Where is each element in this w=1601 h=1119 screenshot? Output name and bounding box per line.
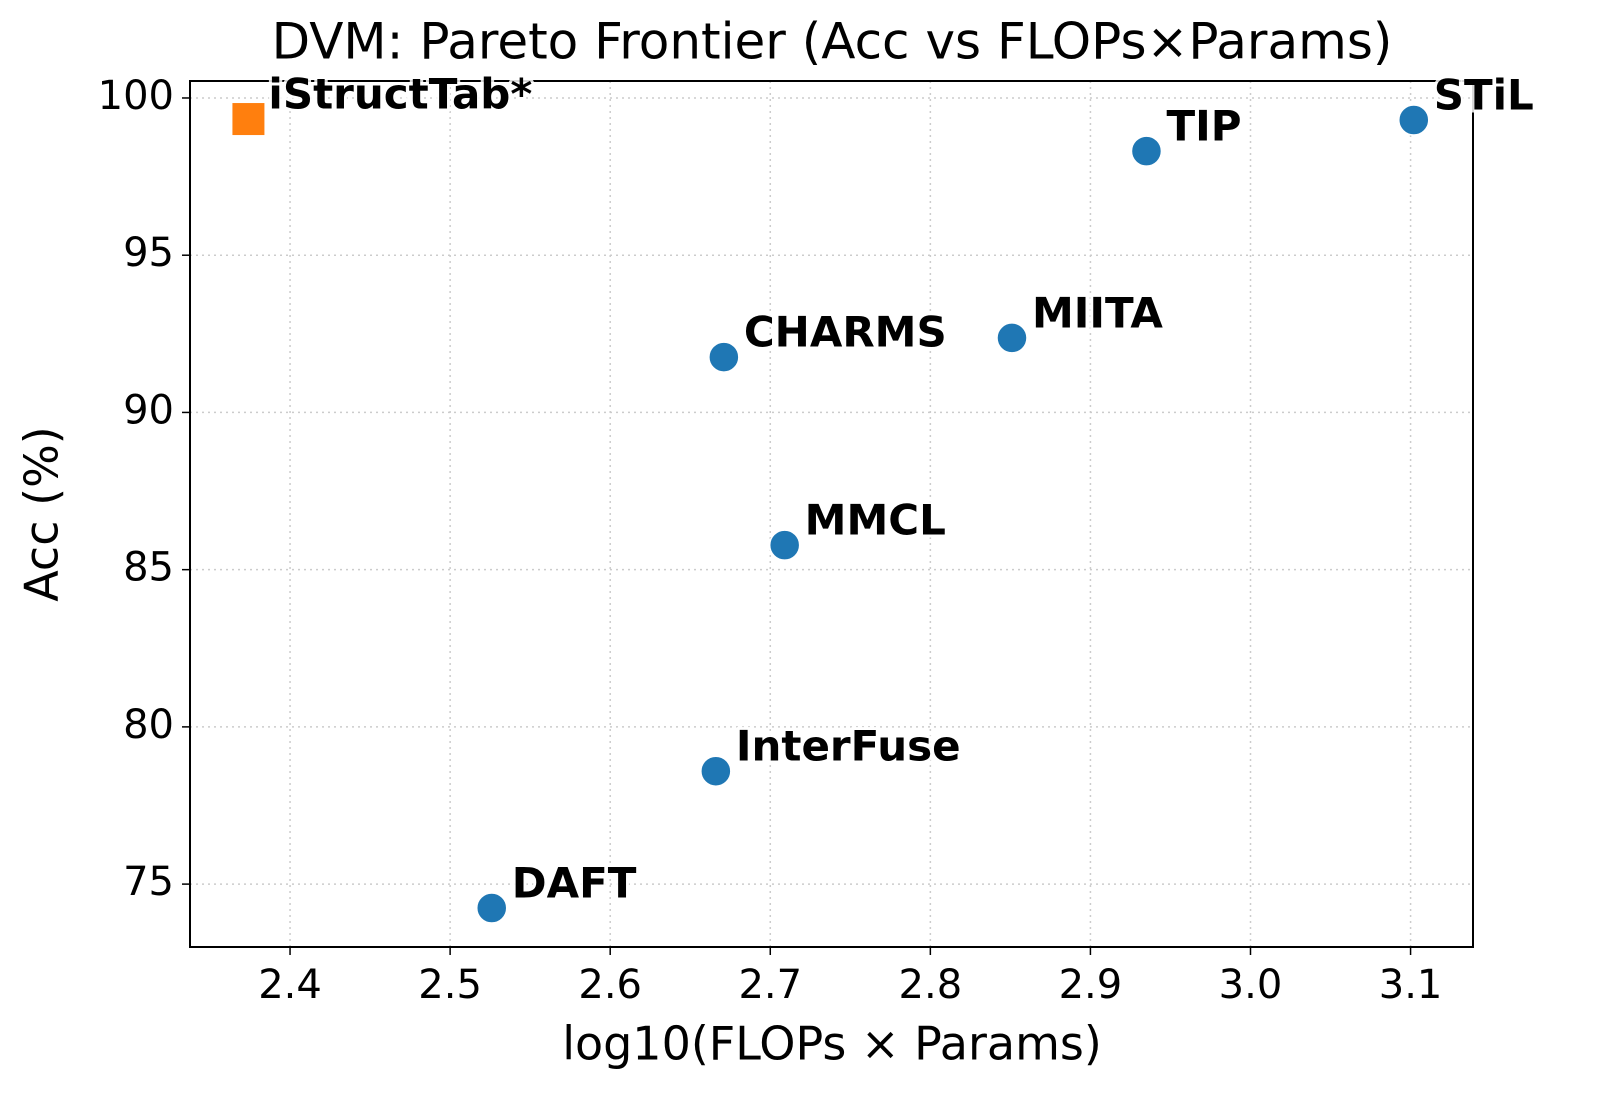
point-label: InterFuse [736, 722, 961, 771]
y-tick-label: 95 [123, 230, 174, 276]
y-tick-label: 90 [123, 387, 174, 433]
x-tick-label: 2.6 [578, 962, 642, 1008]
point [475, 892, 508, 924]
point [1398, 104, 1430, 136]
y-tick-label: 85 [123, 545, 174, 591]
point-label: CHARMS [744, 308, 947, 357]
point-label: TIP [1166, 102, 1241, 151]
y-tick-label: 100 [98, 73, 174, 119]
x-tick-label: 3.1 [1379, 962, 1443, 1008]
x-tick-label: 2.8 [899, 962, 963, 1008]
x-tick-label: 2.9 [1059, 962, 1123, 1008]
x-tick-label: 2.4 [258, 962, 322, 1008]
point-label: iStructTab* [268, 70, 532, 119]
x-tick-label: 2.5 [418, 962, 482, 1008]
point-label: STiL [1434, 70, 1534, 119]
point [996, 322, 1028, 354]
point [232, 103, 265, 136]
point [708, 341, 740, 373]
x-axis-label: log10(FLOPs × Params) [562, 1017, 1102, 1071]
x-tick-label: 3.0 [1219, 962, 1283, 1008]
point [1130, 135, 1163, 167]
y-axis-label: Acc (%) [15, 426, 69, 601]
point [700, 755, 732, 787]
point-label: MMCL [805, 496, 946, 545]
point-label: MIITA [1032, 288, 1163, 337]
plot-frame [189, 80, 1474, 948]
chart-title: DVM: Pareto Frontier (Acc vs FLOPs×Param… [272, 13, 1393, 71]
y-tick-label: 80 [123, 702, 174, 748]
x-tick-label: 2.7 [738, 962, 802, 1008]
point-label: DAFT [512, 859, 637, 908]
y-tick-label: 75 [123, 859, 174, 905]
point [768, 529, 801, 561]
